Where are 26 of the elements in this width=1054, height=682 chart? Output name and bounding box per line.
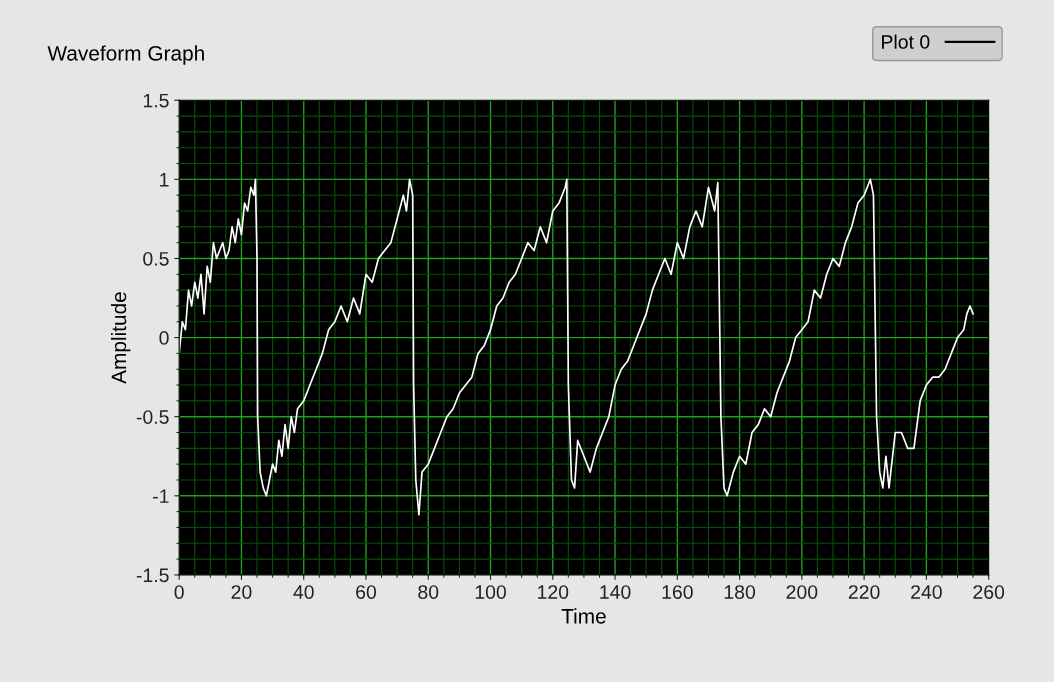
chart-title: Waveform Graph [47,45,204,65]
x-axis-title: Time [561,608,606,624]
x-tick-label: 240 [911,585,942,599]
y-tick-label: -1.5 [136,568,169,583]
y-tick-label: -0.5 [136,410,169,424]
x-tick-label: 120 [538,585,569,599]
y-tick-label: 0 [159,331,169,345]
y-tick-label: -1 [153,489,169,503]
x-tick-label: 60 [356,585,377,599]
x-tick-label: 20 [231,585,252,599]
x-tick-label: 220 [848,585,880,599]
y-axis-title: Amplitude [110,292,131,384]
x-tick-label: 200 [786,585,818,599]
x-tick-label: 40 [293,585,314,599]
x-tick-label: 160 [662,585,693,599]
x-tick-label: 180 [724,585,756,599]
x-tick-label: 80 [418,585,439,599]
x-tick-label: 100 [475,585,506,599]
y-tick-label: 0.5 [143,251,169,266]
x-tick-label: 260 [973,585,1005,599]
line-series [179,178,974,516]
x-tick-label: 0 [174,585,184,599]
x-tick-label: 140 [600,585,631,599]
y-tick-label: 1.5 [143,93,169,108]
y-tick-label: 1 [160,173,169,187]
text: Plot 0 [882,34,930,49]
